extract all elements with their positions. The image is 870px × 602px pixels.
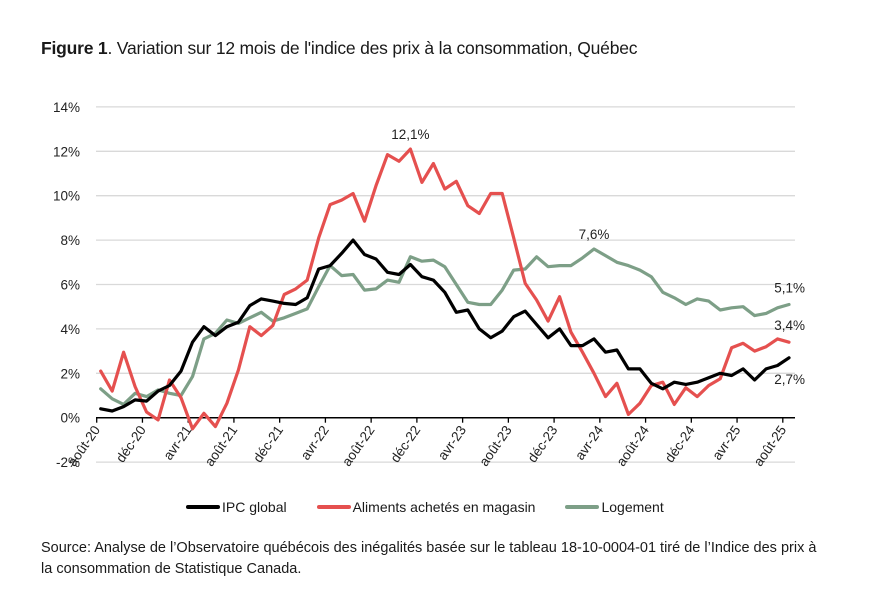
- legend-swatch-logement: [565, 505, 600, 509]
- y-tick-label: 0%: [60, 411, 80, 426]
- y-axis-tick-labels: -2% 0% 2% 4% 6% 8% 10% 12% 14%: [53, 100, 80, 470]
- annotation-label: 2,7%: [774, 372, 805, 387]
- y-tick-label: 4%: [60, 322, 80, 337]
- annotation-label: 3,4%: [774, 318, 805, 333]
- legend-item-aliments: Aliments achetés en magasin: [316, 499, 536, 515]
- figure-title-text: . Variation sur 12 mois de l'indice des …: [107, 38, 638, 58]
- x-tick-label: déc-24: [662, 422, 698, 465]
- x-tick-label: avr-22: [298, 423, 332, 463]
- series-line-aliments-achetes-en-magasin: [99, 147, 791, 431]
- legend-label: Aliments achetés en magasin: [352, 499, 536, 515]
- y-tick-label: 6%: [60, 278, 80, 293]
- series-lines: [99, 147, 791, 431]
- figure-label: Figure 1: [41, 38, 108, 58]
- x-tick-label: avr-23: [435, 423, 469, 463]
- gridlines: [96, 106, 795, 463]
- x-tick-label: déc-23: [525, 423, 561, 465]
- y-tick-label: 8%: [60, 233, 80, 248]
- x-tick-label: déc-22: [387, 423, 423, 465]
- annotation-label: 7,6%: [579, 227, 610, 242]
- y-tick-label: 10%: [53, 189, 80, 204]
- y-tick-label: 12%: [53, 144, 80, 159]
- x-axis: [96, 416, 795, 423]
- y-tick-label: -2%: [56, 455, 80, 470]
- annotation-label: 12,1%: [391, 127, 429, 142]
- x-tick-label: avr-25: [709, 423, 743, 463]
- figure-title: Figure 1. Variation sur 12 mois de l'ind…: [41, 38, 638, 59]
- annotation-label: 5,1%: [774, 280, 805, 295]
- legend-item-ipc-global: IPC global: [186, 499, 287, 515]
- x-tick-label: déc-20: [113, 423, 149, 465]
- x-tick-label: déc-21: [250, 423, 286, 465]
- series-line-ipc-global: [99, 238, 791, 413]
- y-tick-label: 14%: [53, 100, 80, 115]
- data-annotations: 12,1% 7,6% 5,1% 3,4% 2,7%: [391, 127, 805, 387]
- legend-item-logement: Logement: [565, 499, 664, 515]
- legend-swatch-ipc-global: [186, 505, 220, 509]
- series-line-logement: [99, 247, 791, 406]
- x-tick-label: avr-24: [572, 422, 607, 462]
- legend: IPC global Aliments achetés en magasin L…: [186, 499, 664, 515]
- legend-label: Logement: [601, 499, 664, 515]
- source-note: Source: Analyse de l’Observatoire québéc…: [41, 540, 817, 577]
- y-tick-label: 2%: [60, 366, 80, 381]
- x-tick-label: avr-21: [160, 423, 194, 463]
- line-chart: -2%0%2%4%6%8%10%12%14% août-20 déc-20 avr-…: [53, 100, 805, 470]
- legend-swatch-aliments: [316, 505, 351, 509]
- legend-label: IPC global: [222, 499, 287, 515]
